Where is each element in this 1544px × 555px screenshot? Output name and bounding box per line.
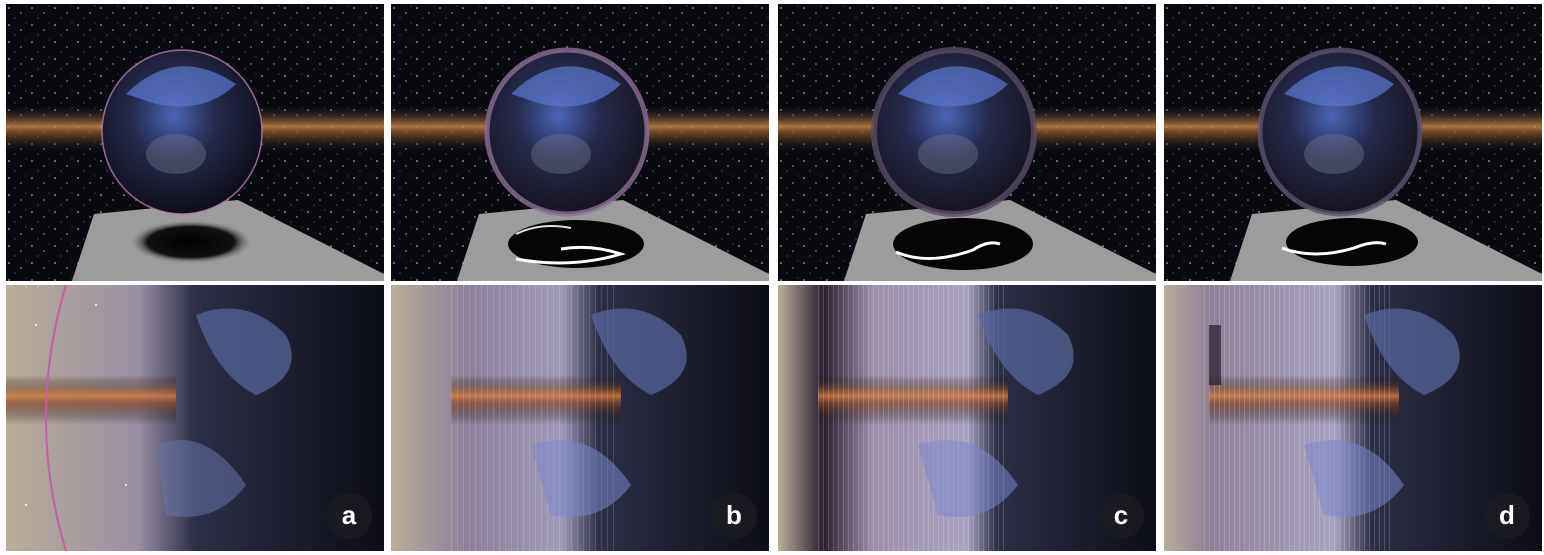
panel-column-a: a: [6, 4, 384, 551]
panel-column-b: b: [391, 4, 769, 551]
panel-column-d: d: [1164, 4, 1542, 551]
render-closeup-a: a: [6, 285, 384, 551]
panel-label-c: c: [1098, 493, 1144, 539]
render-overview-b: [391, 4, 769, 281]
render-overview-c: [778, 4, 1156, 281]
render-closeup-b: b: [391, 285, 769, 551]
render-closeup-c: c: [778, 285, 1156, 551]
render-overview-a: [6, 4, 384, 281]
render-overview-d: [1164, 4, 1542, 281]
panel-column-c: c: [778, 4, 1156, 551]
panel-label-b: b: [711, 493, 757, 539]
panel-label-a: a: [326, 493, 372, 539]
render-closeup-d: d: [1164, 285, 1542, 551]
panel-label-d: d: [1484, 493, 1530, 539]
